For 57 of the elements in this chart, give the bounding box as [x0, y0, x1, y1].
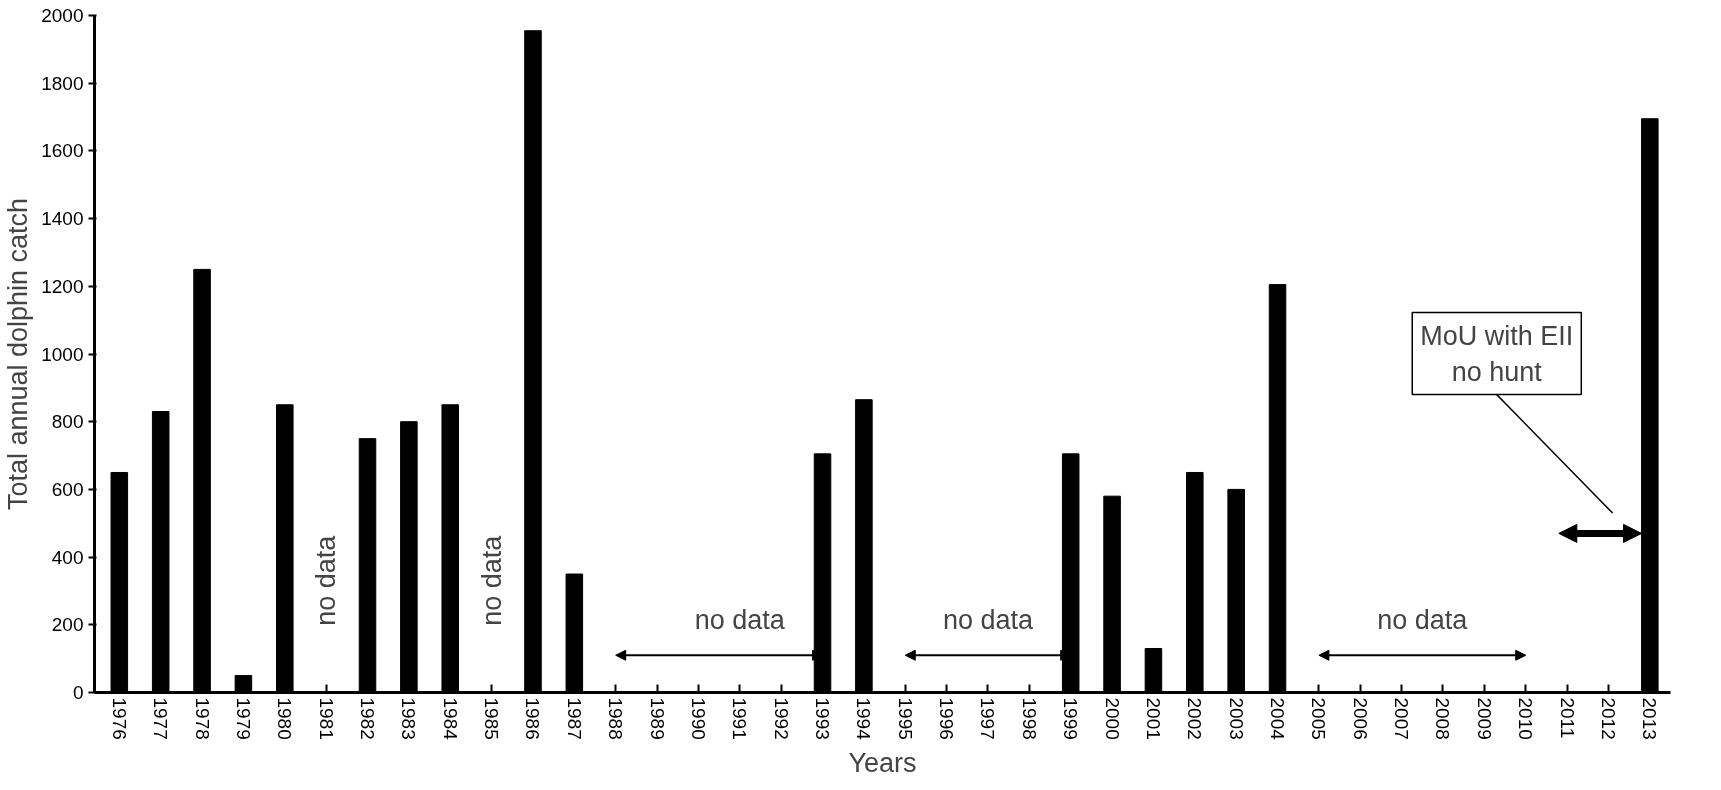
x-tick-label: 1986: [522, 697, 544, 740]
x-tick-label: 1999: [1060, 697, 1082, 740]
x-tick-label: 1990: [687, 697, 709, 740]
x-tick-label: 1982: [357, 697, 379, 740]
y-tick-label: 2000: [41, 5, 84, 26]
x-tick-label: 1989: [646, 697, 668, 740]
x-tick-label: 2010: [1515, 697, 1537, 740]
annotation: no data: [311, 534, 342, 626]
x-tick-label: 2012: [1597, 697, 1619, 740]
x-tick-label: 2000: [1101, 697, 1123, 740]
x-tick-label: 1987: [563, 697, 585, 740]
y-tick-label: 200: [51, 614, 84, 636]
x-tick-label: 1998: [1018, 697, 1040, 740]
x-tick-label: 1977: [150, 697, 172, 740]
annotation: no data: [942, 604, 1035, 635]
x-tick-label: 2013: [1639, 697, 1661, 740]
x-tick-label: 1979: [232, 697, 254, 740]
x-tick-label: 1992: [770, 697, 792, 740]
y-tick-label: 1800: [41, 72, 84, 94]
x-axis-title: Years: [848, 747, 917, 778]
x-tick-label: 1980: [274, 697, 296, 740]
x-tick-label: 1985: [481, 697, 503, 740]
x-tick-label: 2001: [1142, 697, 1164, 740]
x-tick-label: 2011: [1556, 697, 1578, 739]
x-tick-label: 1988: [605, 697, 627, 740]
y-tick-label: 600: [51, 478, 84, 500]
annotation: no data: [476, 534, 507, 626]
x-tick-label: 2003: [1225, 697, 1247, 740]
y-tick-label: 1000: [41, 343, 84, 365]
y-tick-label: 1400: [41, 208, 84, 230]
x-tick-label: 2006: [1349, 697, 1371, 740]
x-tick-label: 1984: [439, 697, 461, 741]
x-tick-label: 2002: [1184, 697, 1206, 740]
y-tick-label: 400: [51, 546, 84, 568]
x-tick-label: 1993: [812, 697, 834, 740]
y-tick-label: 1200: [41, 275, 84, 297]
x-tick-label: 1981: [315, 697, 337, 740]
x-tick-label: 2009: [1473, 697, 1495, 740]
x-tick-label: 1997: [977, 697, 999, 740]
x-tick-label: 2007: [1391, 697, 1413, 740]
x-tick-label: 2004: [1267, 697, 1289, 741]
x-tick-label: 1996: [936, 697, 958, 740]
y-tick-label: 0: [72, 682, 84, 703]
x-tick-label: 1978: [191, 697, 213, 740]
x-tick-label: 1995: [894, 697, 916, 740]
x-tick-label: 2008: [1432, 697, 1454, 740]
annotation: no data: [694, 604, 786, 635]
y-tick-label: 1600: [41, 140, 84, 162]
y-axis-title: Total annual dolphin catch: [3, 197, 34, 511]
x-tick-label: 1994: [853, 697, 875, 741]
x-tick-label: 1983: [398, 697, 420, 740]
x-tick-label: 2005: [1308, 697, 1330, 740]
annotation: MoU with EII no hunt: [1420, 320, 1574, 387]
x-tick-label: 1976: [108, 697, 130, 740]
x-tick-label: 1991: [729, 697, 751, 740]
y-tick-label: 800: [51, 411, 84, 433]
annotation: no data: [1377, 604, 1469, 635]
